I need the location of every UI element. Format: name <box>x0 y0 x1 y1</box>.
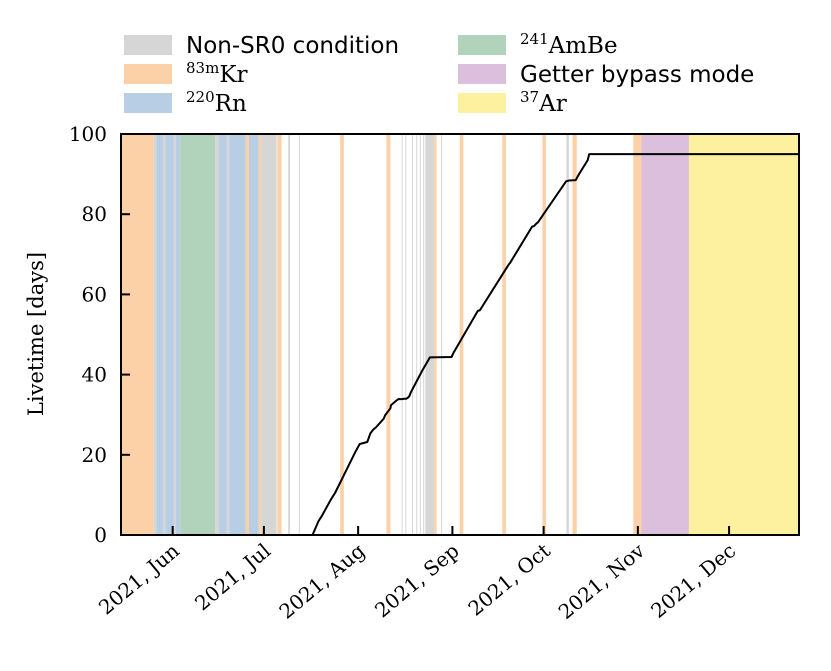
band-rn <box>248 134 259 535</box>
band-kr <box>633 134 642 535</box>
band-rn <box>156 134 163 535</box>
y-tick-label: 0 <box>94 523 107 547</box>
y-axis-label: Livetime [days] <box>24 252 48 416</box>
band-rn <box>165 134 174 535</box>
legend-label-nonsr0: Non-SR0 condition <box>186 33 399 59</box>
x-tick-label: 2021, Sep <box>370 538 464 622</box>
band-kr <box>502 134 506 535</box>
band-nonsr0 <box>441 134 443 535</box>
legend-label-rn: 220Rn <box>186 88 247 117</box>
y-tick-label: 40 <box>82 363 107 387</box>
condition-bands <box>121 134 799 535</box>
band-ar <box>688 134 799 535</box>
legend-label-getter: Getter bypass mode <box>520 62 754 88</box>
band-nonsr0 <box>416 134 418 535</box>
band-nonsr0 <box>288 134 291 535</box>
legend-swatch-nonsr0 <box>124 35 172 55</box>
legend-swatch-kr <box>124 64 172 84</box>
legend: Non-SR0 condition 241AmBe 83mKr Getter bypa… <box>124 30 754 117</box>
y-tick-label: 100 <box>69 122 107 146</box>
legend-swatch-getter <box>458 64 506 84</box>
band-nonsr0 <box>411 134 413 535</box>
band-kr <box>434 134 437 535</box>
band-nonsr0 <box>215 134 219 535</box>
legend-label-ar: 37Ar <box>520 88 567 117</box>
band-rn <box>218 134 227 535</box>
band-kr <box>245 134 249 535</box>
livetime-series <box>311 153 799 536</box>
band-nonsr0 <box>405 134 407 535</box>
x-tick-label: 2021, Jul <box>190 538 275 615</box>
y-tick-label: 20 <box>82 443 107 467</box>
legend-swatch-ambe <box>458 35 506 55</box>
band-kr <box>542 134 547 535</box>
legend-label-kr: 83mKr <box>186 59 248 88</box>
band-nonsr0 <box>226 134 230 535</box>
plot-frame <box>120 133 800 536</box>
band-nonsr0 <box>425 134 435 535</box>
livetime-line <box>311 153 799 536</box>
band-kr <box>258 134 262 535</box>
band-nonsr0 <box>401 134 403 535</box>
band-nonsr0 <box>566 134 569 535</box>
legend-swatch-ar <box>458 93 506 113</box>
band-ambe <box>180 134 216 535</box>
legend-label-ambe: 241AmBe <box>520 30 618 59</box>
band-kr <box>121 134 154 535</box>
band-kr <box>572 134 577 535</box>
band-nonsr0 <box>298 134 300 535</box>
band-kr <box>386 134 391 535</box>
x-tick-label: 2021, Nov <box>554 538 650 624</box>
band-kr <box>459 134 464 535</box>
legend-swatch-rn <box>124 93 172 113</box>
band-kr <box>277 134 282 535</box>
band-getter <box>641 134 689 535</box>
x-tick-label: 2021, Jun <box>94 538 184 619</box>
band-nonsr0 <box>173 134 177 535</box>
x-tick-label: 2021, Aug <box>274 538 369 623</box>
x-tick-label: 2021, Dec <box>646 538 740 622</box>
band-nonsr0 <box>419 134 421 535</box>
band-nonsr0 <box>423 134 425 535</box>
band-rn <box>176 134 181 535</box>
band-kr <box>340 134 344 535</box>
band-nonsr0 <box>153 134 157 535</box>
band-nonsr0 <box>162 134 166 535</box>
x-tick-label: 2021, Oct <box>463 538 554 620</box>
y-tick-label: 60 <box>82 282 107 306</box>
band-rn <box>229 134 246 535</box>
y-tick-label: 80 <box>82 202 107 226</box>
band-nonsr0 <box>261 134 277 535</box>
